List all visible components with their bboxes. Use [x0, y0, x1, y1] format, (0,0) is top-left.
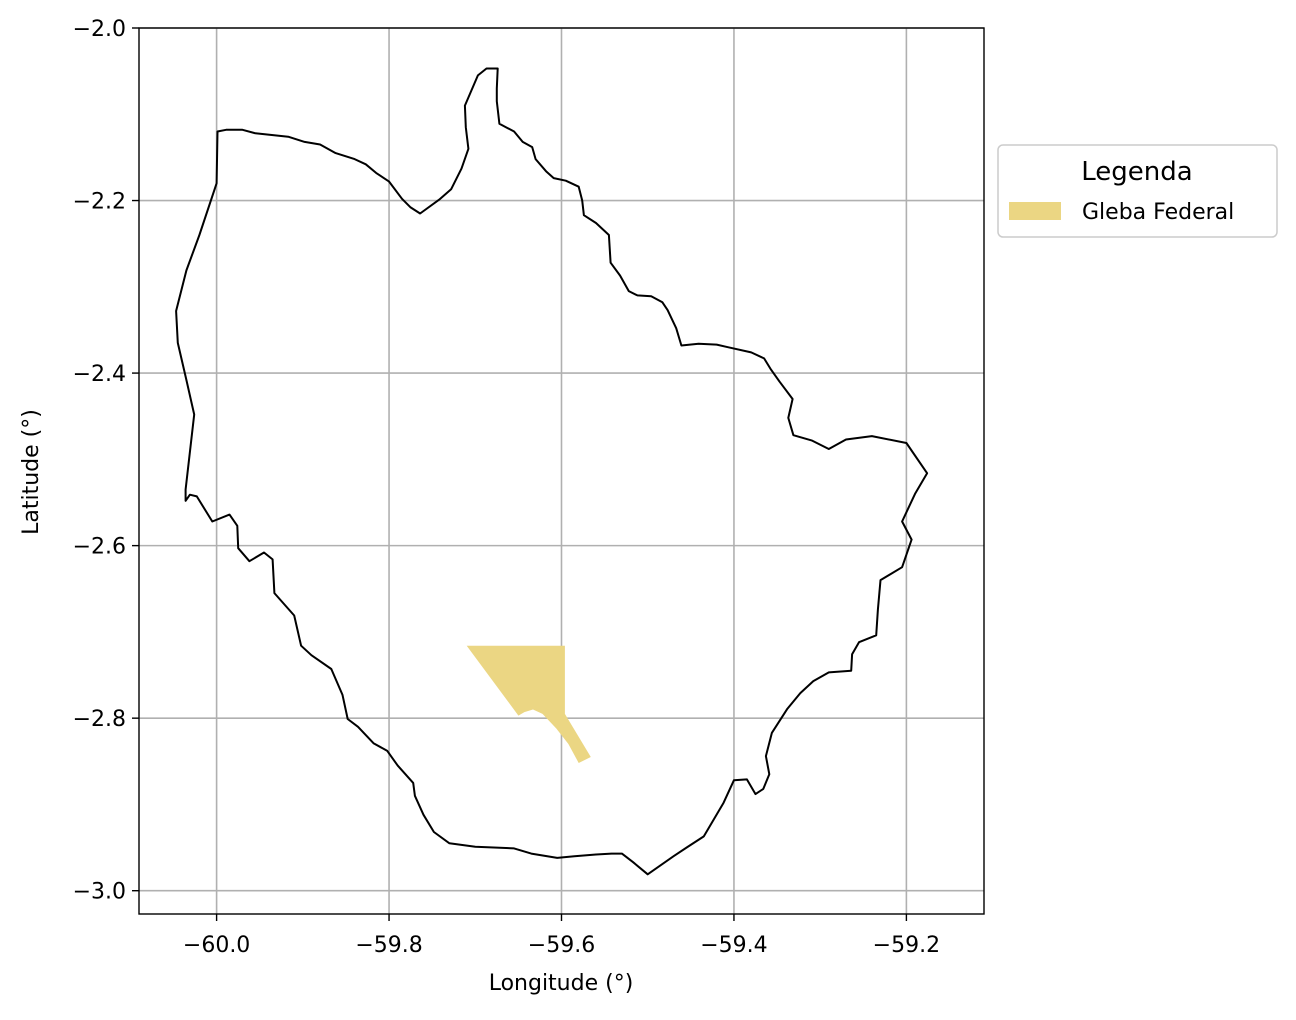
- y-tick-label: −2.8: [73, 707, 126, 732]
- ticks: −60.0 −59.8 −59.6 −59.4 −59.2 −2.0 −2.2 −2.4 −2.…: [73, 17, 941, 958]
- legend-box: [997, 144, 1278, 238]
- x-axis-label: Longitude (°): [489, 971, 634, 996]
- gleba-federal-polygon: [466, 645, 591, 763]
- y-axis-label: Latitude (°): [19, 409, 44, 535]
- x-tick-label: −59.6: [528, 933, 595, 958]
- map-layers: [175, 67, 929, 876]
- y-tick-label: −2.0: [73, 17, 126, 42]
- legend-title: Legenda: [1081, 157, 1192, 187]
- x-tick-label: −59.4: [700, 933, 767, 958]
- legend: Legenda Gleba Federal: [997, 144, 1278, 238]
- y-tick-label: −3.0: [73, 880, 126, 905]
- municipality-boundary: [175, 67, 929, 876]
- x-tick-label: −60.0: [183, 933, 250, 958]
- y-tick-label: −2.4: [73, 362, 126, 387]
- legend-label-gleba-federal: Gleba Federal: [1082, 200, 1234, 225]
- x-tick-label: −59.2: [873, 933, 940, 958]
- y-tick-label: −2.6: [73, 535, 126, 560]
- y-tick-label: −2.2: [73, 190, 126, 215]
- legend-swatch-gleba-federal: [1009, 202, 1061, 220]
- x-tick-label: −59.8: [355, 933, 422, 958]
